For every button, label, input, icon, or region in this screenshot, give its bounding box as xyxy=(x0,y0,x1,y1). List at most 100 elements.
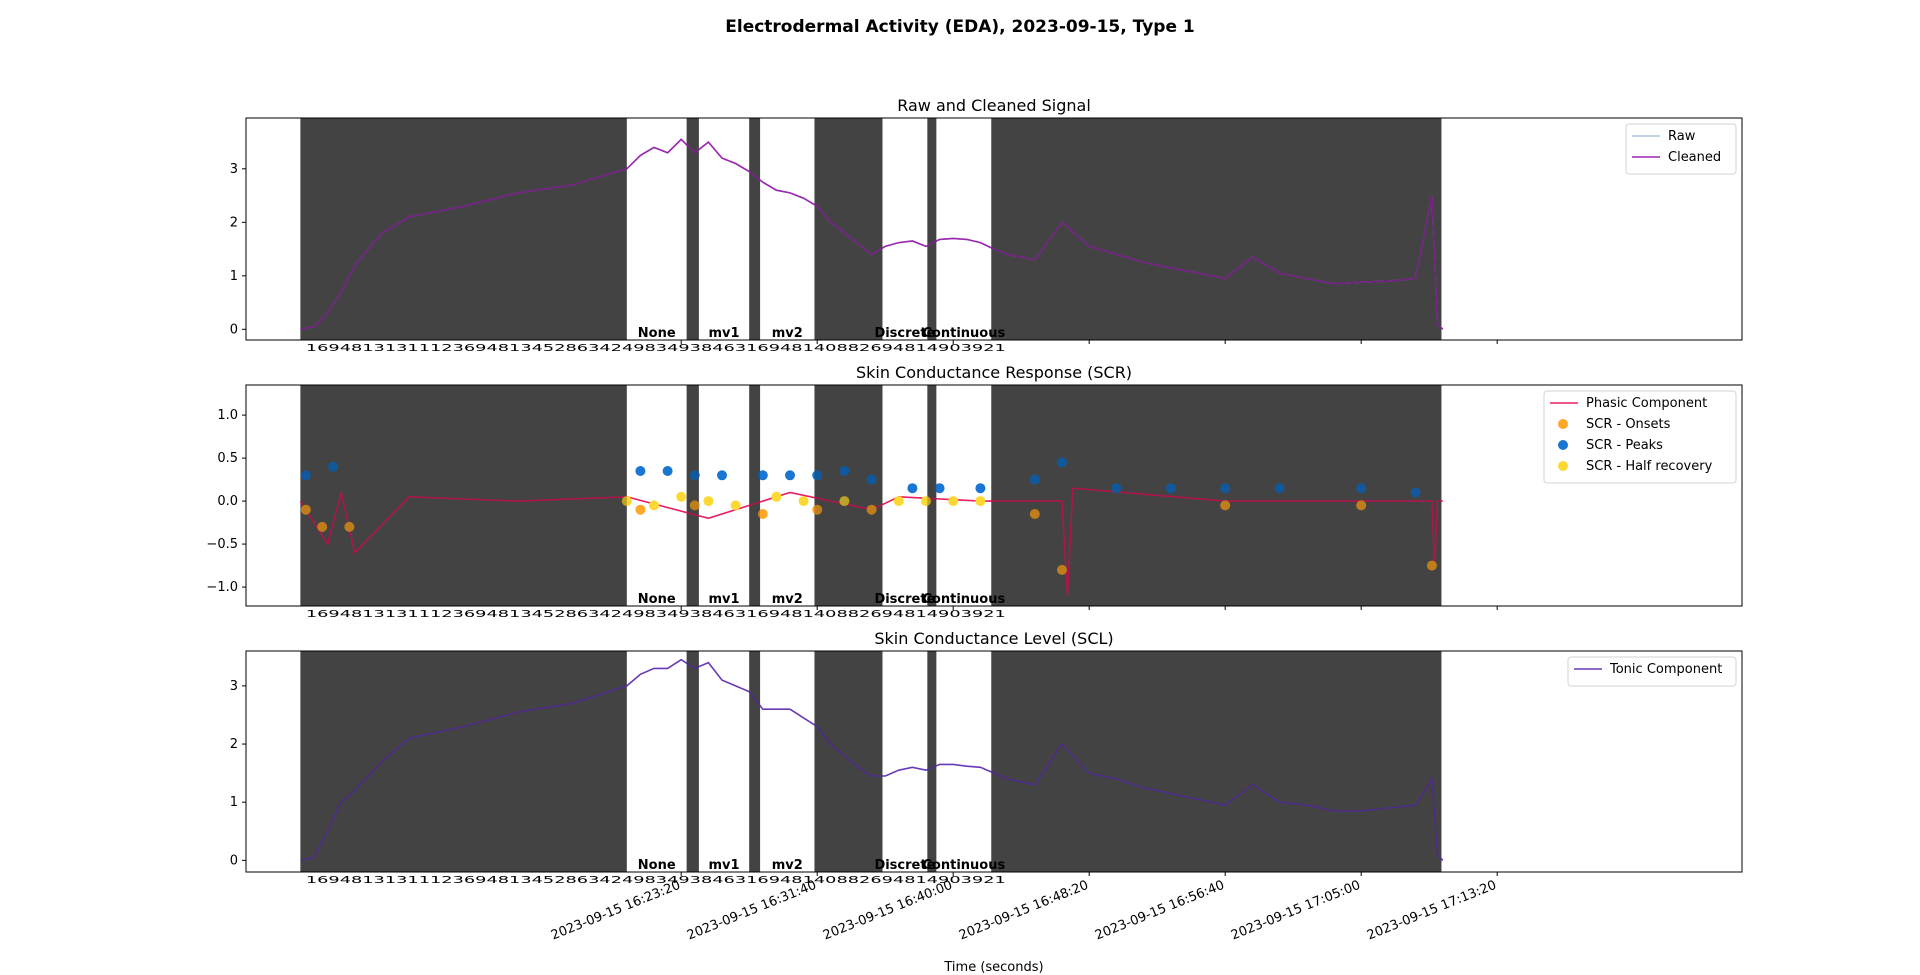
segment-overlay xyxy=(991,651,1442,872)
segment-shade xyxy=(686,385,699,606)
segment-overlay xyxy=(300,651,627,872)
segment-shade xyxy=(814,118,883,340)
segment-overlay xyxy=(686,385,699,606)
segment-label: None xyxy=(638,858,676,873)
scr-point xyxy=(635,465,646,476)
segment-overlay xyxy=(991,385,1442,606)
segment-overlay xyxy=(814,118,883,340)
scr-point xyxy=(689,500,700,511)
segment-shade xyxy=(686,118,699,340)
segment-label: Continuous xyxy=(922,592,1005,607)
scr-point xyxy=(717,470,727,481)
segment-ids: 1694813131112369481345286342498349384631… xyxy=(306,875,1006,886)
scr-point xyxy=(1057,457,1067,468)
segment-shade xyxy=(686,651,699,872)
scr-point xyxy=(812,470,823,481)
segment-shade xyxy=(300,118,627,340)
segment-label: None xyxy=(638,326,676,341)
legend-label: SCR - Onsets xyxy=(1586,417,1671,432)
scr-point xyxy=(317,521,328,532)
y-tick-label: −1.0 xyxy=(206,580,238,595)
scr-point xyxy=(839,496,850,507)
y-tick-label: 3 xyxy=(230,162,238,177)
scr-point xyxy=(1029,508,1040,519)
scr-point xyxy=(757,508,768,519)
axes-frame xyxy=(245,117,1743,341)
y-tick-label: 1 xyxy=(230,795,238,810)
legend-label: Phasic Component xyxy=(1586,396,1707,411)
segment-overlay xyxy=(991,118,1442,340)
x-tick-label: 2023-09-15 16:40:00 xyxy=(821,878,955,944)
scr-point xyxy=(621,496,632,507)
x-tick-label: 2023-09-15 17:13:20 xyxy=(1365,878,1499,944)
scr-point xyxy=(649,500,659,511)
segment-label: Continuous xyxy=(922,858,1005,873)
scr-point xyxy=(300,470,311,481)
scr-point xyxy=(344,521,355,532)
scr-point xyxy=(812,504,823,515)
segment-label: mv2 xyxy=(772,858,803,873)
segment-label: Discrete xyxy=(874,858,935,873)
segment-overlay xyxy=(300,385,627,606)
segment-label: mv2 xyxy=(772,592,803,607)
legend-marker xyxy=(1558,419,1568,429)
scr-point xyxy=(1111,483,1122,494)
panel-title: Raw and Cleaned Signal xyxy=(897,96,1091,115)
scr-point xyxy=(921,496,931,507)
segment-overlay xyxy=(686,118,699,340)
axes-frame xyxy=(245,384,1743,607)
segment-label: mv1 xyxy=(709,592,740,607)
segment-overlay xyxy=(814,651,883,872)
x-tick-label: 2023-09-15 16:56:40 xyxy=(1093,878,1227,944)
scr-point xyxy=(635,504,646,515)
x-tick-label: 2023-09-15 16:23:20 xyxy=(549,878,683,944)
scr-point xyxy=(689,470,700,481)
scr-point xyxy=(1220,483,1231,494)
y-tick-label: −0.5 xyxy=(206,537,238,552)
scr-point xyxy=(1057,564,1067,575)
segment-shade xyxy=(300,651,627,872)
legend-label: Cleaned xyxy=(1668,150,1721,165)
legend-box xyxy=(1567,656,1737,687)
segment-overlay xyxy=(927,118,937,340)
segment-ids: 1694813131112369481345286342498349384631… xyxy=(306,609,1006,620)
legend-label: SCR - Peaks xyxy=(1586,438,1663,453)
x-tick-label: 2023-09-15 16:48:20 xyxy=(957,878,1091,944)
segment-overlay xyxy=(300,118,627,340)
segment-label: mv1 xyxy=(709,326,740,341)
scr-point xyxy=(975,483,986,494)
segment-shade xyxy=(749,385,761,606)
segment-overlay xyxy=(749,385,761,606)
scr-point xyxy=(839,465,850,476)
legend-label: Raw xyxy=(1668,129,1696,144)
scr-point xyxy=(866,504,877,515)
y-tick-label: 1.0 xyxy=(217,408,238,423)
y-tick-label: 1 xyxy=(230,269,238,284)
figure-title: Electrodermal Activity (EDA), 2023-09-15… xyxy=(725,17,1195,37)
legend-label: Tonic Component xyxy=(1609,662,1722,677)
panel-title: Skin Conductance Level (SCL) xyxy=(874,629,1113,648)
y-tick-label: 0.0 xyxy=(217,494,238,509)
segment-label: mv2 xyxy=(772,326,803,341)
y-tick-label: 0 xyxy=(230,322,238,337)
scr-point xyxy=(948,496,959,507)
scr-point xyxy=(1426,560,1437,571)
series-line xyxy=(300,658,1444,862)
segment-label: mv1 xyxy=(709,858,740,873)
segment-shade xyxy=(749,651,761,872)
scr-point xyxy=(1220,500,1231,511)
segment-ids: 1694813131112369481345286342498349384631… xyxy=(306,343,1006,354)
scr-point xyxy=(1410,487,1421,498)
y-tick-label: 0.5 xyxy=(217,451,238,466)
y-tick-label: 2 xyxy=(230,215,238,230)
axes-frame xyxy=(245,650,1743,873)
x-tick-label: 2023-09-15 16:31:40 xyxy=(685,878,819,944)
scr-point xyxy=(785,470,795,481)
scr-point xyxy=(662,465,673,476)
legend-marker xyxy=(1558,440,1568,450)
y-tick-label: 2 xyxy=(230,737,238,752)
scr-point xyxy=(1274,483,1285,494)
segment-shade xyxy=(927,651,937,872)
